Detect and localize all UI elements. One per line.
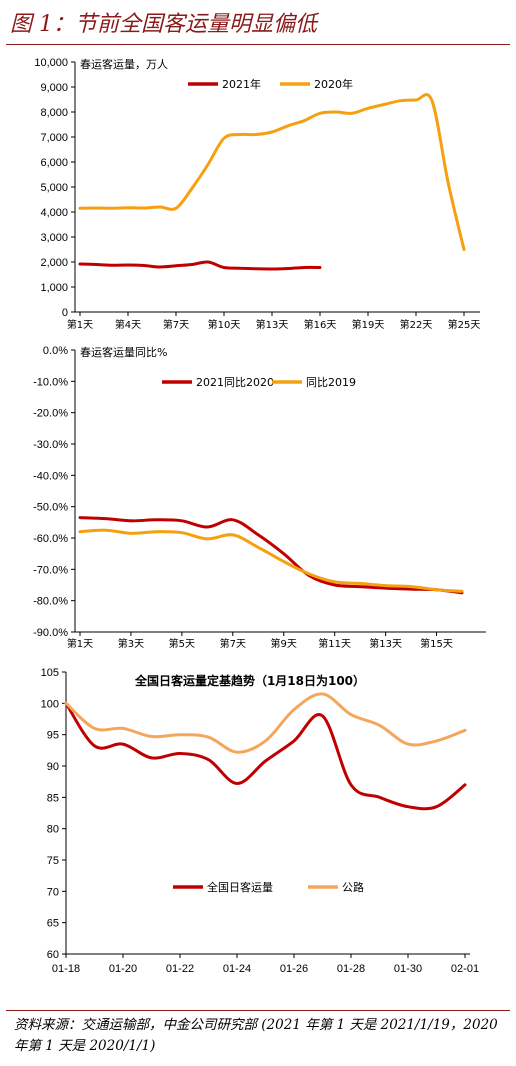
- x-tick-label: 第13天: [256, 318, 289, 331]
- x-tick-label: 第10天: [208, 318, 241, 331]
- x-tick-label: 第3天: [118, 637, 144, 650]
- y-tick-label: -80.0%: [33, 596, 68, 608]
- y-tick-label: -10.0%: [33, 376, 68, 388]
- y-tick-label: -30.0%: [33, 439, 68, 451]
- x-tick-label: 第15天: [420, 637, 453, 650]
- figure-title: 图 1：节前全国客运量明显偏低: [10, 12, 317, 37]
- series-line-1: [64, 701, 467, 811]
- x-tick-label: 第1天: [67, 318, 93, 331]
- y-tick-label: 95: [47, 730, 59, 742]
- x-tick-label: 01-20: [109, 963, 137, 975]
- y-tick-label: 7,000: [40, 132, 68, 144]
- y-tick-label: 5,000: [40, 182, 68, 194]
- chart-passenger-volume: 0 1,000 2,000 3,000 4,000 5,000 6,000 7,000 8,00…: [34, 57, 481, 331]
- y-tick-label: 80: [47, 824, 59, 836]
- y-tick-label: 105: [41, 667, 59, 679]
- y-tick-label: 90: [47, 761, 59, 773]
- y-tick-label: -50.0%: [33, 502, 68, 514]
- series-line-2: [78, 528, 464, 593]
- x-tick-label: 01-28: [337, 963, 365, 975]
- x-tick-label: 01-26: [280, 963, 308, 975]
- x-tick-label: 第19天: [352, 318, 385, 331]
- x-tick-label: 01-24: [223, 963, 251, 975]
- chart-daily-index: 60 65 70 75 80 85 90 95 100 105 01-18 01-20 01-22 01-…: [41, 667, 479, 975]
- x-tick-label: 第16天: [304, 318, 337, 331]
- series-line-1: [78, 260, 322, 271]
- legend-label-2: 2020年: [314, 77, 353, 91]
- legend-label-2: 公路: [342, 881, 364, 894]
- y-tick-label: 3,000: [40, 232, 68, 244]
- x-tick-label: 01-18: [52, 963, 80, 975]
- x-tick-label: 第22天: [400, 318, 433, 331]
- y-tick-label: 4,000: [40, 207, 68, 219]
- x-tick-label: 第7天: [220, 637, 246, 650]
- x-tick-label: 01-22: [166, 963, 194, 975]
- x-tick-label: 第9天: [271, 637, 297, 650]
- y-tick-label: 0.0%: [43, 345, 68, 357]
- y-tick-label: 2,000: [40, 257, 68, 269]
- x-tick-label: 第4天: [115, 318, 141, 331]
- y-tick-label: 70: [47, 886, 59, 898]
- y-tick-label: 85: [47, 792, 59, 804]
- series-line-1: [78, 516, 464, 595]
- bottom-rule: [6, 1010, 510, 1011]
- y-tick-label: -90.0%: [33, 627, 68, 639]
- y-tick-label: -70.0%: [33, 564, 68, 576]
- x-tick-label: 第13天: [369, 637, 402, 650]
- legend-label-2: 同比2019: [306, 376, 356, 389]
- y-tick-label: 9,000: [40, 82, 68, 94]
- y-tick-label: 65: [47, 918, 59, 930]
- x-tick-label: 第25天: [448, 318, 481, 331]
- x-tick-label: 第5天: [169, 637, 195, 650]
- y-axis-label: 春运客运量，万人: [80, 57, 168, 71]
- source-note: 资料来源：交通运输部，中金公司研究部 (2021 年第 1 天是 2021/1/…: [14, 1017, 498, 1054]
- y-tick-label: 75: [47, 855, 59, 867]
- series-line-2: [78, 93, 466, 251]
- y-tick-label: 1,000: [40, 282, 68, 294]
- y-tick-label: 10,000: [34, 57, 68, 69]
- legend-label-1: 2021年: [222, 77, 261, 91]
- y-tick-label: -20.0%: [33, 408, 68, 420]
- y-tick-label: 100: [41, 698, 59, 710]
- x-tick-label: 02-01: [451, 963, 479, 975]
- y-axis-label: 春运客运量同比%: [80, 345, 167, 359]
- x-tick-label: 第11天: [318, 637, 351, 650]
- x-tick-label: 第7天: [163, 318, 189, 331]
- legend-label-1: 全国日客运量: [207, 880, 273, 894]
- y-tick-label: 6,000: [40, 157, 68, 169]
- chart-title: 全国日客运量定基趋势（1月18日为100）: [134, 673, 365, 688]
- x-tick-label: 第1天: [67, 637, 93, 650]
- chart-yoy-change: 0.0% -10.0% -20.0% -30.0% -40.0% -50.0% -60.0%…: [33, 345, 486, 650]
- y-tick-label: 8,000: [40, 107, 68, 119]
- x-tick-label: 01-30: [394, 963, 422, 975]
- top-rule: [6, 44, 510, 45]
- legend-label-1: 2021同比2020: [196, 376, 274, 389]
- y-tick-label: 60: [47, 949, 59, 961]
- y-tick-label: 0: [62, 307, 68, 319]
- y-tick-label: -60.0%: [33, 533, 68, 545]
- y-tick-label: -40.0%: [33, 470, 68, 482]
